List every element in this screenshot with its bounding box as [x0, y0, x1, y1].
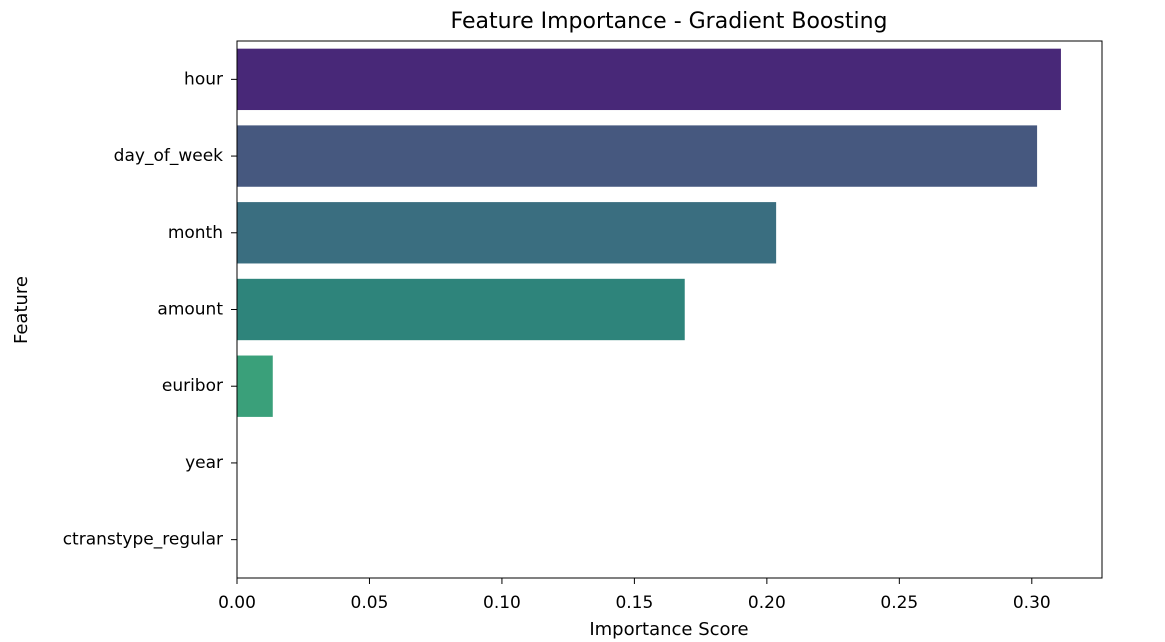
x-tick-label: 0.30 — [1013, 593, 1051, 613]
x-tick-label: 0.25 — [880, 593, 918, 613]
bar-amount — [237, 278, 685, 341]
y-tick-label-ctranstype-regular: ctranstype_regular — [63, 530, 223, 550]
x-tick-label: 0.00 — [218, 593, 256, 613]
bars-group — [237, 48, 1061, 417]
y-tick-label-day-of-week: day_of_week — [114, 146, 223, 166]
bar-month — [237, 202, 777, 264]
x-tick-label: 0.20 — [748, 593, 786, 613]
x-axis-label: Importance Score — [589, 619, 748, 640]
x-tick-label: 0.05 — [351, 593, 389, 613]
y-tick-label-euribor: euribor — [162, 376, 223, 396]
y-axis-label: Feature — [11, 276, 32, 344]
bar-euribor — [237, 355, 273, 417]
bar-hour — [237, 48, 1061, 111]
x-tick-label: 0.10 — [483, 593, 521, 613]
x-axis-ticks: 0.00 0.05 0.10 0.15 0.20 0.25 0.30 — [218, 578, 1051, 613]
y-tick-label-year: year — [185, 453, 223, 473]
y-tick-label-hour: hour — [184, 69, 223, 89]
chart-title: Feature Importance - Gradient Boosting — [451, 9, 888, 34]
bar-day-of-week — [237, 125, 1038, 187]
y-tick-label-amount: amount — [157, 300, 223, 320]
y-tick-label-month: month — [168, 223, 223, 243]
x-tick-label: 0.15 — [615, 593, 653, 613]
